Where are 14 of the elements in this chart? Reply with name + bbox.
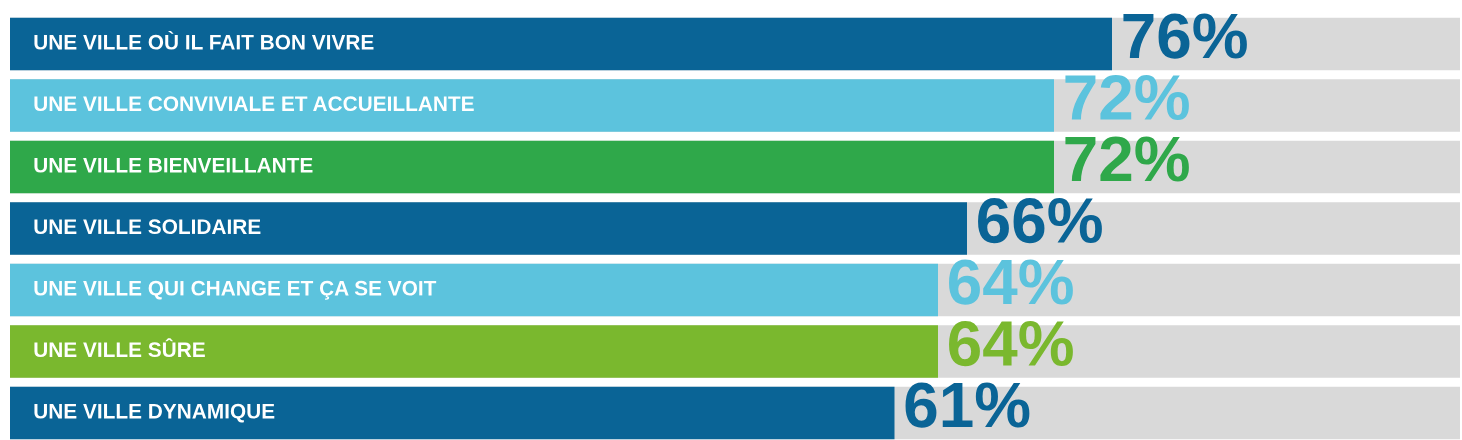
data-label: 76% [1123, 13, 1247, 59]
y-tick-label: UNE VILLE OÙ IL FAIT BON VIVRE [34, 30, 374, 50]
data-label: 64% [949, 259, 1073, 305]
data-label: 66% [978, 197, 1102, 244]
data-label: 72% [1065, 136, 1189, 182]
y-tick-label: UNE VILLE SÛRE [34, 338, 205, 358]
data-label: 72% [1065, 74, 1189, 121]
data-label: 61% [905, 382, 1030, 428]
y-tick-label: UNE VILLE CONVIVIALE ET ACCUEILLANTE [34, 96, 474, 112]
y-tick-label: UNE VILLE QUI CHANGE ET ÇA SE VOIT [34, 280, 437, 300]
y-tick-label: UNE VILLE SOLIDAIRE [34, 219, 261, 235]
data-label: 64% [949, 320, 1073, 367]
y-tick-label: UNE VILLE DYNAMIQUE [34, 403, 275, 423]
y-tick-label: UNE VILLE BIENVEILLANTE [34, 158, 313, 173]
